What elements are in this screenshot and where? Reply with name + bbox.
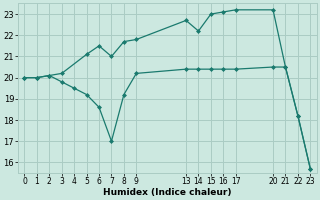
X-axis label: Humidex (Indice chaleur): Humidex (Indice chaleur) — [103, 188, 232, 197]
